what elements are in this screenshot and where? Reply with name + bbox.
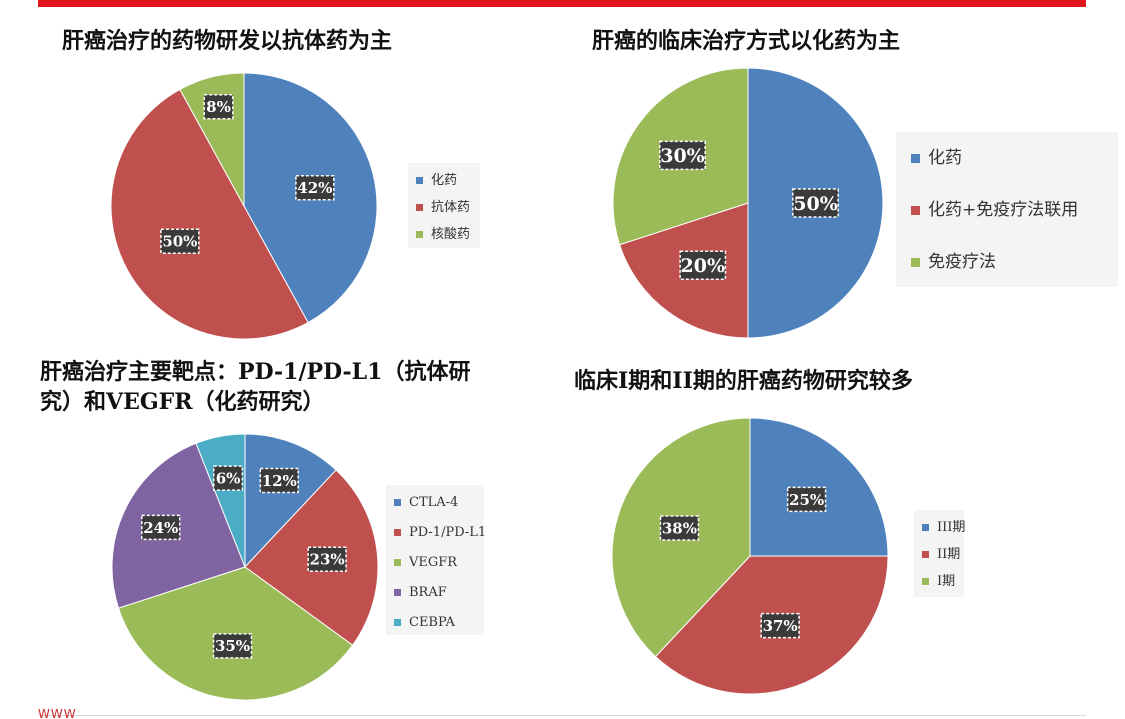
data-label-box xyxy=(659,515,700,541)
data-label-box xyxy=(203,94,234,120)
data-label: 23% xyxy=(310,551,345,569)
data-label: 25% xyxy=(789,491,824,509)
legend-swatch xyxy=(922,551,929,558)
footer-divider xyxy=(38,715,1086,716)
chart-1-title: 肝癌治疗的药物研发以抗体药为主 xyxy=(62,28,393,54)
legend-label: I期 xyxy=(937,574,956,589)
legend-label: 化药+免疫疗法联用 xyxy=(928,200,1079,220)
legend-label: 核酸药 xyxy=(431,227,471,242)
legend-label: CEBPA xyxy=(409,615,455,630)
legend-swatch xyxy=(416,231,423,238)
legend-label: 免疫疗法 xyxy=(928,252,996,272)
legend-item: 化药 xyxy=(416,171,457,190)
legend-swatch xyxy=(922,524,929,531)
legend-swatch xyxy=(911,258,920,267)
data-label-box xyxy=(141,514,181,541)
pie-slice-1 xyxy=(244,433,337,569)
data-label: 42% xyxy=(297,179,332,197)
chart-4-title: 临床I期和II期的肝癌药物研究较多 xyxy=(574,368,913,394)
pie-slice-2 xyxy=(110,88,309,340)
data-label-box xyxy=(679,250,727,281)
legend-item: VEGFR xyxy=(394,553,457,572)
legend-item: CTLA-4 xyxy=(394,493,458,512)
legend-label: VEGFR xyxy=(409,555,458,570)
data-label-box xyxy=(792,188,839,218)
data-label: 35% xyxy=(215,637,250,655)
data-label-box xyxy=(213,465,244,491)
legend-item: CEBPA xyxy=(394,613,455,632)
data-label: 50% xyxy=(793,193,838,215)
data-label: 30% xyxy=(660,145,705,167)
data-label: 6% xyxy=(216,470,241,488)
legend-item: 化药 xyxy=(911,147,962,170)
legend-item: BRAF xyxy=(394,583,447,602)
legend: III期 II期 I期 xyxy=(914,510,965,597)
top-accent-bar xyxy=(38,0,1086,7)
legend-label: III期 xyxy=(937,520,966,535)
data-label-box xyxy=(160,228,200,254)
legend-swatch xyxy=(416,204,423,211)
data-label: 8% xyxy=(206,98,231,116)
legend-label: PD-1/PD-L1 xyxy=(409,525,487,540)
data-label-box xyxy=(307,546,347,572)
legend-item: II期 xyxy=(922,545,960,564)
data-label: 50% xyxy=(162,233,197,251)
legend-item: III期 xyxy=(922,518,965,537)
legend-label: 化药 xyxy=(928,148,962,168)
legend-swatch xyxy=(394,529,401,536)
legend-swatch xyxy=(922,578,929,585)
chart-2-title: 肝癌的临床治疗方式以化药为主 xyxy=(592,28,901,54)
data-label: 20% xyxy=(681,255,726,277)
legend-label: 化药 xyxy=(431,173,458,188)
legend-item: I期 xyxy=(922,572,955,591)
data-label-box xyxy=(259,467,299,494)
data-label: 24% xyxy=(143,519,178,537)
data-label-box xyxy=(212,633,253,659)
chart-3-title: 肝癌治疗主要靶点：PD-1/PD-L1（抗体研究）和VEGFR（化药研究） xyxy=(40,359,471,415)
data-label: 38% xyxy=(662,519,697,537)
data-label-box xyxy=(659,140,706,171)
legend-item: PD-1/PD-L1 xyxy=(394,523,486,542)
data-label: 12% xyxy=(262,472,297,490)
data-label-box xyxy=(786,486,827,513)
legend-label: BRAF xyxy=(409,585,447,600)
legend-item: 化药+免疫疗法联用 xyxy=(911,199,1078,222)
legend-label: II期 xyxy=(937,547,961,562)
legend-item: 抗体药 xyxy=(416,198,470,217)
legend-label: CTLA-4 xyxy=(409,495,459,510)
legend: 化药 抗体药 核酸药 xyxy=(408,163,480,248)
data-label: 37% xyxy=(763,617,798,635)
legend-swatch xyxy=(911,206,920,215)
legend-swatch xyxy=(394,559,401,566)
legend: CTLA-4 PD-1/PD-L1 VEGFR BRAF CEBPA xyxy=(386,485,486,635)
legend-swatch xyxy=(416,177,423,184)
data-label-box xyxy=(760,612,800,639)
legend-swatch xyxy=(394,589,401,596)
legend-swatch xyxy=(911,154,920,163)
data-label-box xyxy=(295,175,335,201)
legend-label: 抗体药 xyxy=(431,200,471,215)
legend-swatch xyxy=(394,499,401,506)
legend-item: 免疫疗法 xyxy=(911,251,996,274)
footer-watermark: WWW xyxy=(38,707,77,719)
legend: 化药化药+免疫疗法联用 免疫疗法 xyxy=(896,132,1118,287)
legend-swatch xyxy=(394,619,401,626)
legend-item: 核酸药 xyxy=(416,225,470,244)
